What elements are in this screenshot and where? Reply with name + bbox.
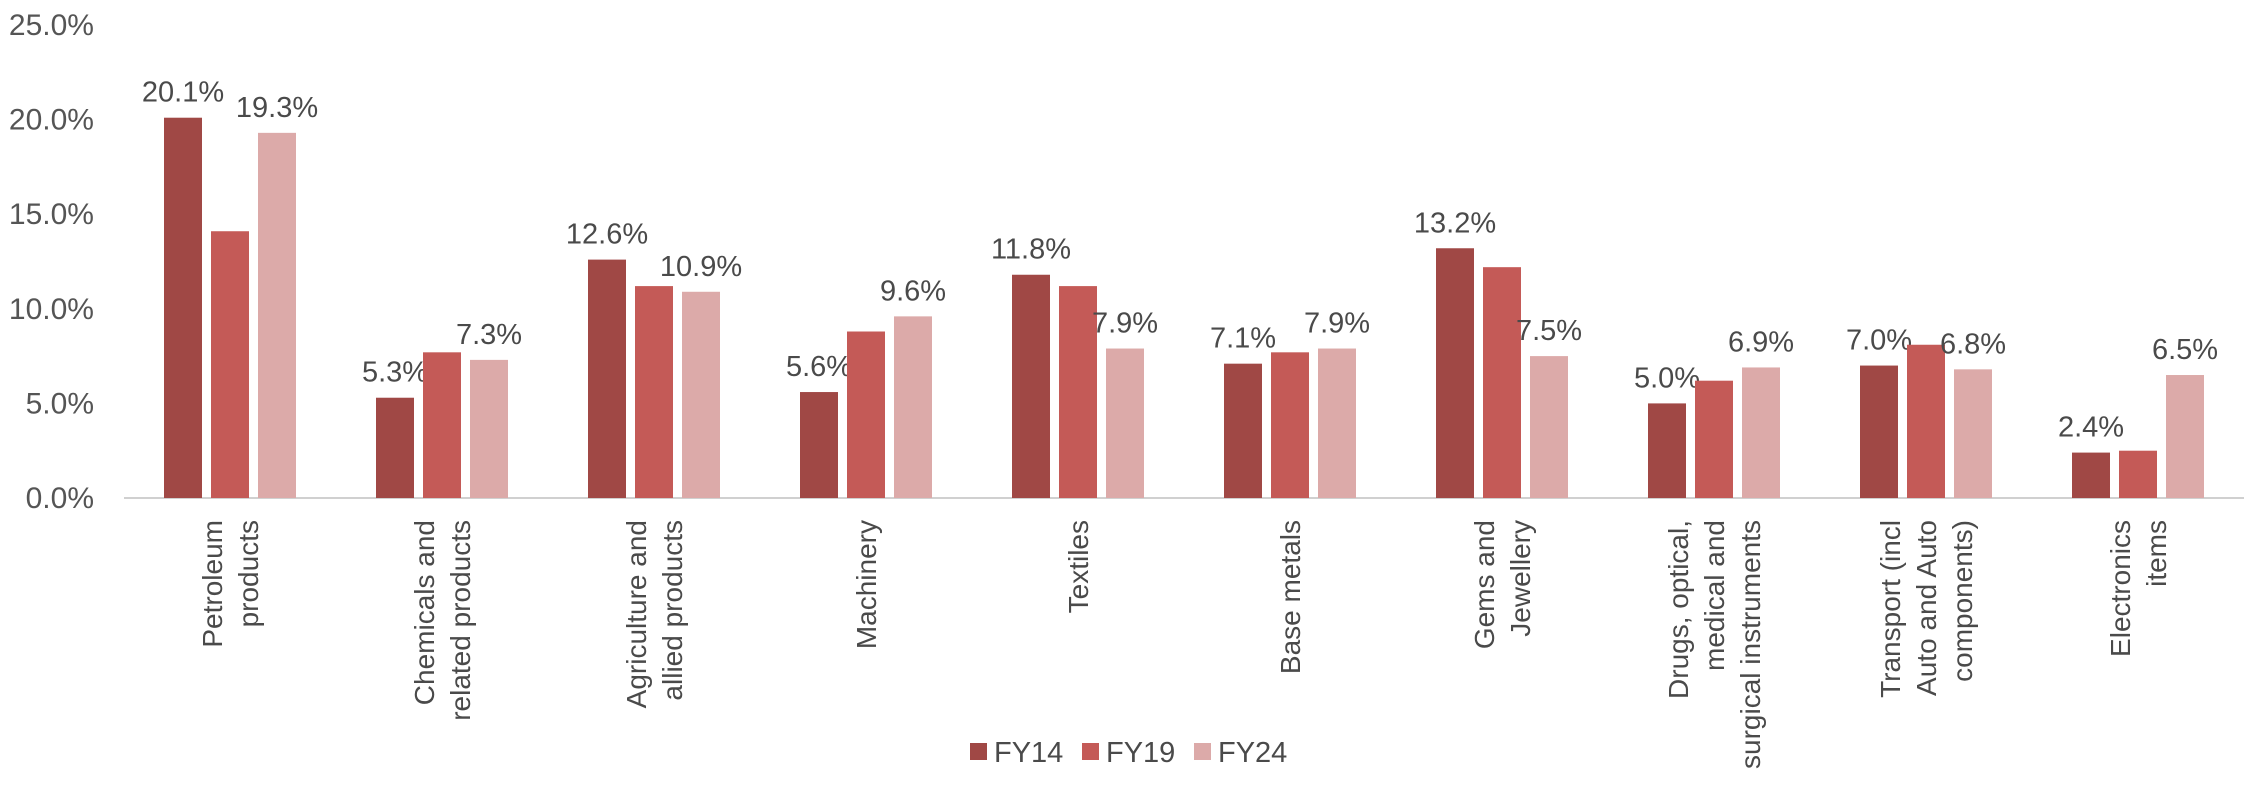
data-label: 5.3% [362, 357, 428, 389]
data-label: 6.5% [2152, 334, 2218, 366]
bar-fy24 [1106, 348, 1144, 498]
bar-fy14 [164, 117, 202, 498]
category-label-line: Machinery [851, 520, 882, 649]
category-label-line: surgical instruments [1735, 520, 1766, 769]
category-label: Transport (incl Auto and Auto components) [1875, 520, 1978, 698]
data-label: 10.9% [660, 251, 742, 283]
bar-fy24 [1318, 348, 1356, 498]
category-label-line: products [233, 520, 264, 627]
legend-label: FY19 [1106, 737, 1175, 769]
category-label-line: allied products [657, 520, 688, 701]
category-label-line: related products [445, 520, 476, 721]
y-tick-label: 20.0% [9, 104, 94, 137]
category-label: Chemicals and related products [409, 520, 476, 721]
category-label: Machinery [851, 520, 882, 649]
bar-fy24 [470, 359, 508, 498]
category-label: Gems and Jewellery [1469, 520, 1536, 649]
category-label-line: Agriculture and [621, 520, 652, 708]
data-label: 7.5% [1516, 315, 1582, 347]
bar-fy14 [588, 259, 626, 498]
category-label-line: Jewellery [1505, 520, 1536, 637]
legend-item-fy24: FY24 [1194, 737, 1287, 769]
bar-fy14 [1648, 403, 1686, 498]
bar-fy14 [1224, 363, 1262, 498]
y-tick-label: 25.0% [9, 9, 94, 42]
category-label: Petroleum products [197, 520, 264, 648]
bar-fy24 [682, 291, 720, 498]
legend-swatch [970, 743, 987, 760]
data-label: 7.9% [1092, 308, 1158, 340]
category-label-line: medical and [1699, 520, 1730, 671]
bar-fy19 [1271, 352, 1309, 498]
legend-label: FY14 [994, 737, 1063, 769]
bar-fy19 [847, 331, 885, 498]
bar-fy24 [1742, 367, 1780, 498]
category-label-line: components) [1947, 520, 1978, 682]
data-label: 5.0% [1634, 362, 1700, 394]
category-label-line: Transport (incl [1875, 520, 1906, 698]
data-label: 13.2% [1414, 207, 1496, 239]
y-tick-label: 15.0% [9, 198, 94, 231]
category-label-line: items [2141, 520, 2172, 587]
bar-fy14 [1436, 248, 1474, 498]
bar-fy24 [894, 316, 932, 498]
bar-fy19 [211, 231, 249, 498]
bar-fy14 [800, 392, 838, 498]
bar-fy19 [1483, 267, 1521, 498]
bar-fy14 [1860, 365, 1898, 498]
data-label: 7.0% [1846, 325, 1912, 357]
bar-fy24 [1530, 356, 1568, 498]
category-label-line: Chemicals and [409, 520, 440, 705]
data-label: 6.8% [1940, 328, 2006, 360]
category-label-line: Auto and Auto [1911, 520, 1942, 696]
data-label: 12.6% [566, 219, 648, 251]
data-label: 11.8% [991, 234, 1071, 266]
legend-swatch [1194, 743, 1211, 760]
category-label-line: Textiles [1063, 520, 1094, 613]
category-label-line: Base metals [1275, 520, 1306, 674]
legend-item-fy14: FY14 [970, 737, 1063, 769]
bar-fy19 [1059, 286, 1097, 498]
data-label: 7.1% [1210, 323, 1276, 355]
category-label-line: Gems and [1469, 520, 1500, 649]
legend-label: FY24 [1218, 737, 1287, 769]
category-label-line: Electronics [2105, 520, 2136, 657]
category-label: Textiles [1063, 520, 1094, 613]
bar-fy19 [635, 286, 673, 498]
data-label: 7.9% [1304, 308, 1370, 340]
y-tick-label: 0.0% [26, 482, 94, 515]
y-tick-label: 5.0% [26, 387, 94, 420]
bar-fy19 [1907, 344, 1945, 498]
legend-swatch [1082, 743, 1099, 760]
data-label: 20.1% [142, 77, 224, 109]
legend-item-fy19: FY19 [1082, 737, 1175, 769]
bar-fy14 [1012, 274, 1050, 498]
category-label-line: Petroleum [197, 520, 228, 648]
bar-fy19 [1695, 380, 1733, 498]
data-label: 5.6% [786, 351, 852, 383]
bar-fy24 [2166, 375, 2204, 498]
category-label-line: Drugs, optical, [1663, 520, 1694, 699]
bar-fy14 [2072, 452, 2110, 498]
data-label: 2.4% [2058, 412, 2124, 444]
data-label: 6.9% [1728, 326, 1794, 358]
data-label: 19.3% [236, 92, 318, 124]
data-label: 7.3% [456, 319, 522, 351]
category-label: Agriculture and allied products [621, 520, 688, 708]
bar-fy24 [258, 132, 296, 498]
category-label: Base metals [1275, 520, 1306, 674]
bar-fy19 [2119, 450, 2157, 498]
bar-fy14 [376, 397, 414, 498]
bar-fy19 [423, 352, 461, 498]
y-tick-label: 10.0% [9, 293, 94, 326]
category-label: Drugs, optical, medical and surgical instr… [1663, 520, 1766, 769]
category-label: Electronics items [2105, 520, 2172, 657]
data-label: 9.6% [880, 275, 946, 307]
bar-fy24 [1954, 369, 1992, 498]
